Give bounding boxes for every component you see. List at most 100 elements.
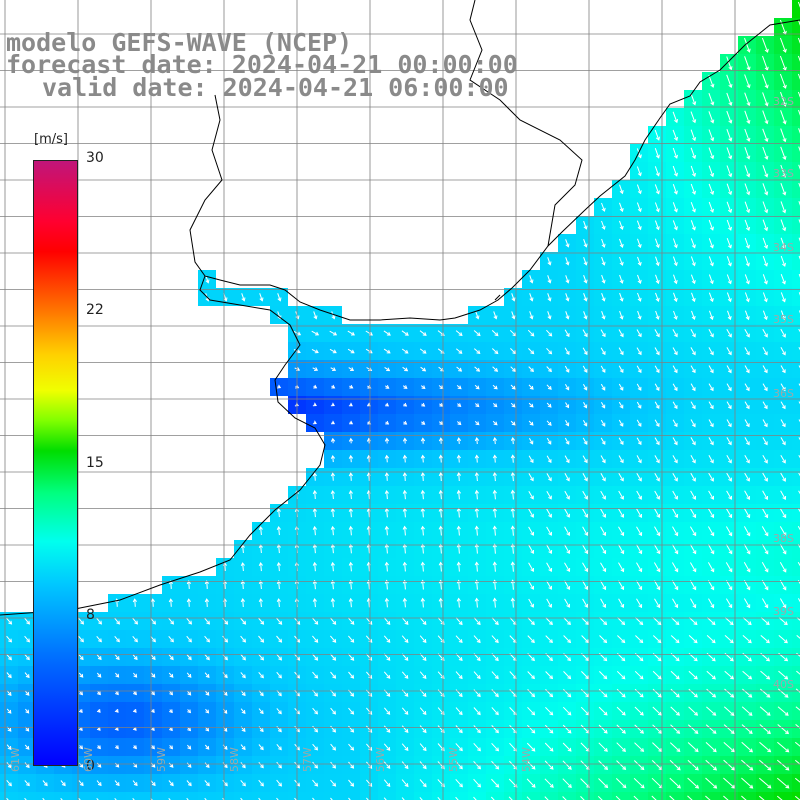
wind-vector [651, 760, 663, 770]
wind-vector-head [710, 172, 715, 178]
wind-vector [708, 455, 714, 463]
wind-vector-head [494, 657, 499, 662]
wind-vector [546, 580, 552, 590]
wind-vector-head [782, 48, 787, 53]
wind-vector [526, 778, 536, 788]
wind-vector-head [567, 711, 572, 716]
wind-vector [240, 635, 246, 643]
wind-vector-head [420, 543, 425, 548]
wind-speed-cell [396, 792, 414, 800]
wind-vector-head [458, 747, 463, 752]
wind-vector [761, 562, 769, 572]
wind-vector [652, 742, 662, 752]
wind-vector [562, 742, 572, 752]
wind-vector [636, 329, 642, 337]
wind-vector-head [492, 579, 497, 584]
wind-vector-head [151, 656, 156, 661]
wind-vector [723, 795, 729, 800]
wind-vector [528, 580, 534, 590]
wind-vector [150, 654, 156, 660]
wind-vector-head [403, 402, 408, 407]
wind-vector [762, 110, 768, 124]
wind-vector-head [475, 385, 480, 390]
wind-vector-head [458, 693, 463, 698]
wind-vector [583, 239, 587, 247]
wind-vector [168, 617, 174, 625]
wind-vector [368, 473, 370, 481]
wind-vector [511, 293, 515, 301]
wind-vector [582, 562, 588, 572]
wind-vector [330, 779, 336, 787]
wind-vector [546, 562, 552, 572]
wind-vector-head [403, 385, 408, 389]
wind-vector-head [205, 691, 210, 696]
wind-vector-head [565, 459, 570, 464]
wind-vector [440, 562, 442, 572]
wind-vector [258, 761, 264, 769]
wind-vector [474, 366, 480, 372]
wind-vector-head [386, 746, 391, 751]
wind-vector [760, 617, 770, 625]
wind-vector [512, 508, 514, 518]
wind-vector [762, 146, 768, 160]
wind-vector [276, 779, 282, 787]
wind-vector [744, 365, 750, 373]
wind-vector [599, 671, 607, 679]
wind-vector-head [745, 405, 750, 410]
wind-vector [654, 419, 660, 427]
wind-vector [724, 617, 734, 625]
wind-vector-head [619, 261, 624, 266]
wind-vector-head [474, 472, 479, 477]
wind-vector-head [548, 350, 553, 355]
wind-vector [690, 183, 696, 195]
wind-vector [759, 688, 771, 698]
wind-vector-head [529, 385, 534, 390]
wind-vector-head [495, 765, 500, 770]
wind-vector [562, 778, 572, 788]
wind-vector [780, 310, 786, 320]
wind-vector [672, 437, 678, 445]
wind-vector-head [782, 333, 786, 338]
wind-vector [277, 293, 281, 301]
wind-vector-head [637, 422, 642, 427]
wind-vector-head [745, 316, 750, 321]
wind-vector-head [474, 437, 480, 442]
wind-speed-cell [540, 792, 558, 800]
wind-vector-head [745, 244, 750, 249]
wind-vector [600, 473, 606, 481]
wind-vector-head [350, 367, 355, 371]
wind-vector [744, 37, 750, 53]
wind-vector [654, 184, 660, 194]
wind-vector-head [7, 709, 12, 714]
forecast-date: forecast date: 2024-04-21 00:00:00 [6, 50, 518, 79]
wind-vector-head [727, 226, 732, 231]
wind-vector-head [422, 639, 427, 643]
wind-vector [691, 292, 695, 302]
wind-vector [259, 293, 263, 301]
wind-vector [744, 201, 750, 213]
wind-vector-head [492, 543, 497, 548]
wind-vector-head [585, 639, 590, 644]
wind-vector-head [456, 543, 461, 548]
wind-vector-head [620, 586, 625, 591]
wind-vector [690, 347, 696, 355]
wind-vector-head [312, 597, 317, 602]
wind-vector-head [510, 561, 515, 566]
wind-vector-head [260, 674, 264, 679]
wind-vector [188, 599, 190, 607]
wind-speed-cell [360, 792, 378, 800]
wind-vector [708, 74, 714, 88]
wind-vector-head [494, 332, 499, 337]
wind-vector [312, 653, 318, 661]
wind-vector-head [422, 349, 427, 354]
wind-vector-head [278, 692, 282, 697]
wind-vector-head [730, 693, 735, 698]
wind-vector-head [710, 333, 714, 338]
wind-vector [527, 724, 535, 734]
wind-vector-head [692, 550, 697, 555]
wind-vector [726, 508, 732, 518]
wind-vector [652, 670, 662, 680]
wind-vector [636, 365, 642, 373]
wind-vector-head [710, 119, 715, 124]
